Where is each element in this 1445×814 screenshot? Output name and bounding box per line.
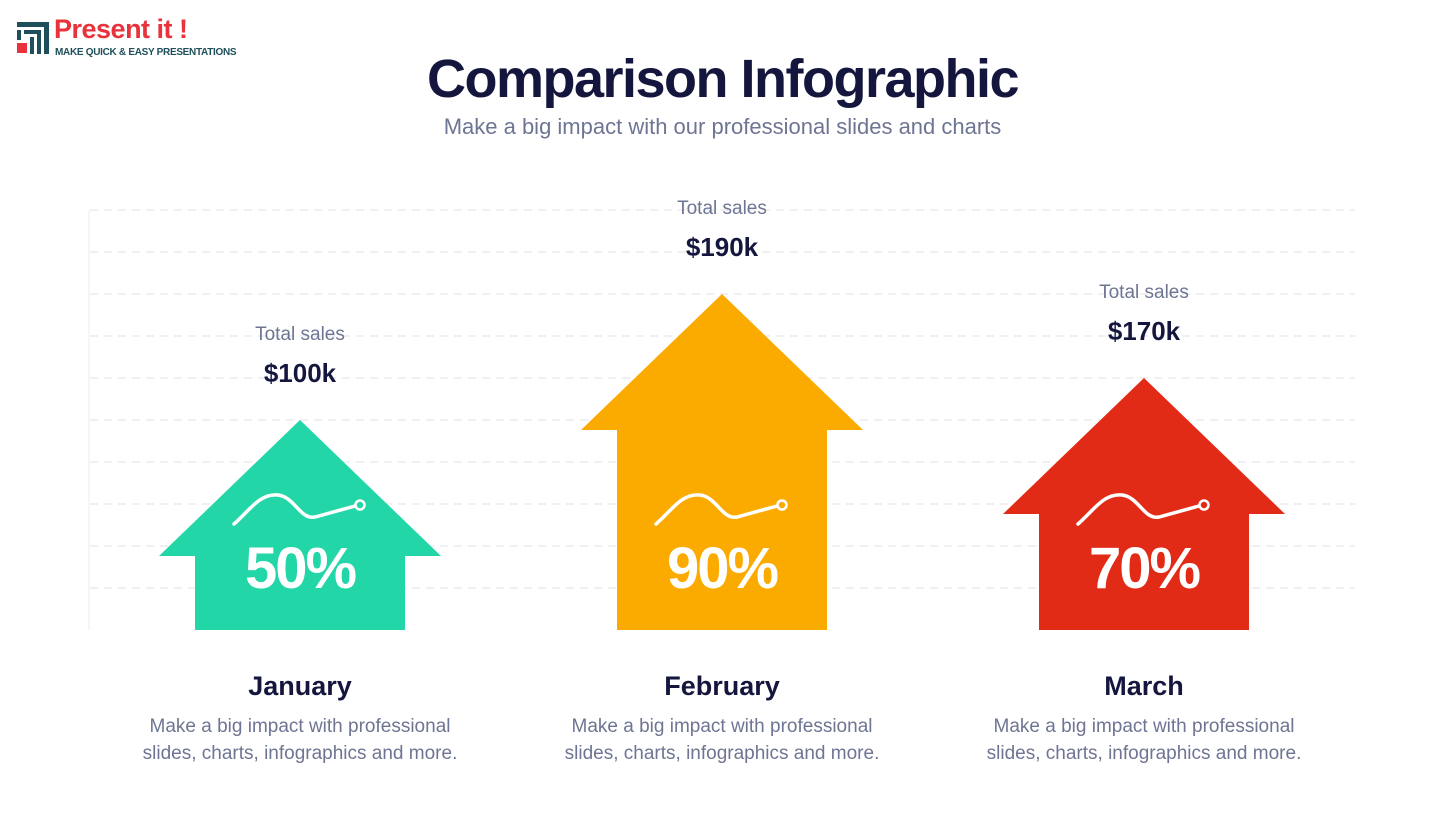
houses xyxy=(159,294,1285,630)
house-roof xyxy=(1003,378,1285,514)
house-body xyxy=(1039,513,1249,630)
description: Make a big impact with professional slid… xyxy=(986,716,1302,764)
subtitle: Make a big impact with our professional … xyxy=(443,114,1002,139)
trend-icon xyxy=(232,493,357,526)
trend-icon xyxy=(654,493,779,526)
house-body xyxy=(617,429,827,630)
percent: 50% xyxy=(244,536,357,601)
caption: Total sales xyxy=(1099,282,1189,303)
logo-name: Present it ! xyxy=(54,14,188,44)
amount: $170k xyxy=(1107,316,1181,346)
caption: Total sales xyxy=(255,324,345,345)
description: Make a big impact with professional slid… xyxy=(142,716,458,764)
trend-dot xyxy=(776,499,788,511)
percent: 90% xyxy=(666,536,779,601)
house xyxy=(159,420,441,630)
title: Comparison Infographic xyxy=(426,49,1020,109)
caption: Total sales xyxy=(677,198,767,219)
house-roof xyxy=(159,420,441,556)
month: February xyxy=(664,671,780,701)
house-roof xyxy=(581,294,863,430)
house xyxy=(1003,378,1285,630)
house xyxy=(581,294,863,630)
logo-icon xyxy=(17,22,49,54)
month: January xyxy=(248,671,352,701)
amount: $100k xyxy=(263,358,337,388)
month: March xyxy=(1104,671,1184,701)
percent: 70% xyxy=(1088,536,1201,601)
trend-dot xyxy=(354,499,366,511)
house-body xyxy=(195,555,405,630)
trend-dot xyxy=(1198,499,1210,511)
amount: $190k xyxy=(685,232,759,262)
trend-icon xyxy=(1076,493,1201,526)
logo-tagline: MAKE QUICK & EASY PRESENTATIONS xyxy=(55,47,237,58)
description: Make a big impact with professional slid… xyxy=(564,716,880,764)
